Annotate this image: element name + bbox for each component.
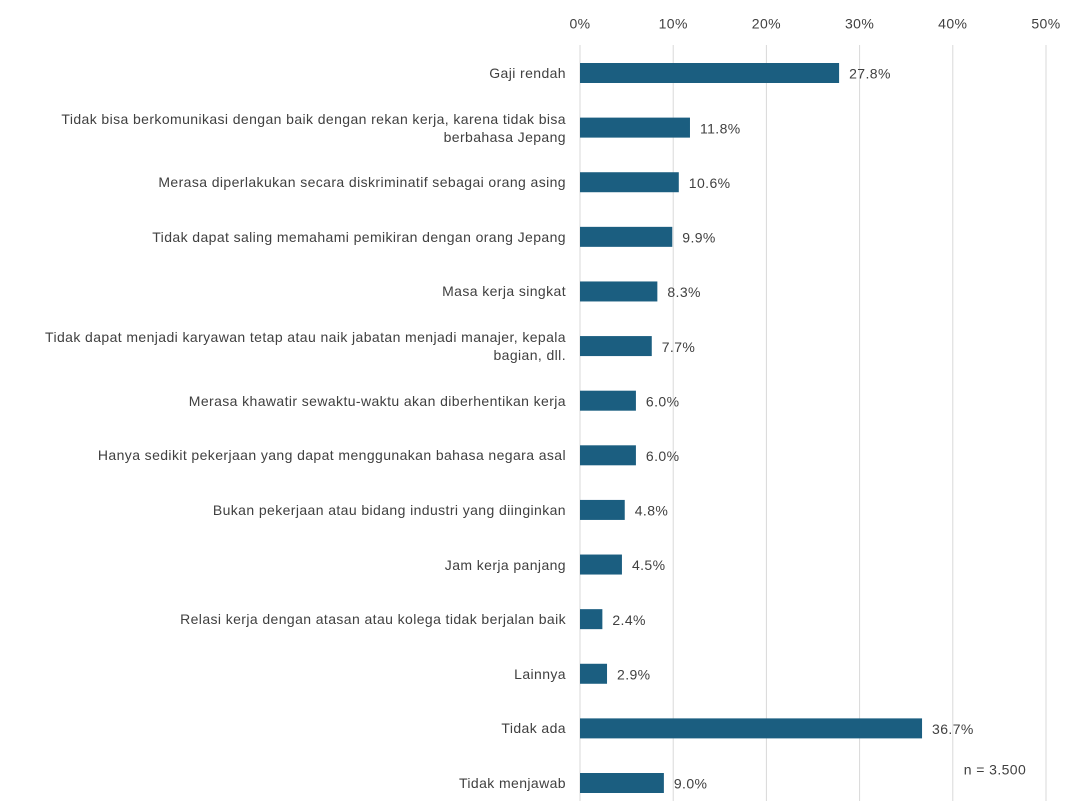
bar bbox=[580, 336, 652, 357]
value-label: 8.3% bbox=[667, 284, 701, 300]
x-tick-label: 0% bbox=[569, 16, 590, 32]
category-label: Tidak bisa berkomunikasi dengan baik den… bbox=[61, 110, 566, 145]
value-label: 6.0% bbox=[646, 448, 680, 464]
bar bbox=[580, 63, 840, 83]
bar bbox=[580, 226, 673, 247]
category-label: Lainnya bbox=[514, 665, 566, 682]
value-label: 11.8% bbox=[700, 120, 741, 136]
value-label: 36.7% bbox=[932, 721, 974, 737]
category-label: Gaji rendah bbox=[489, 65, 566, 81]
category-label: Merasa diperlakukan secara diskriminatif… bbox=[158, 174, 566, 191]
bar bbox=[580, 499, 625, 520]
bar bbox=[580, 718, 923, 739]
annotation: n = 3.500 bbox=[964, 762, 1026, 778]
bar bbox=[580, 445, 636, 466]
value-label: 10.6% bbox=[689, 175, 731, 191]
value-label: 2.9% bbox=[617, 666, 651, 682]
value-label: 7.7% bbox=[662, 339, 696, 355]
x-tick-label: 10% bbox=[659, 16, 688, 32]
category-label: Tidak dapat saling memahami pemikiran de… bbox=[152, 228, 566, 245]
bar bbox=[580, 281, 658, 302]
value-label: 9.0% bbox=[674, 776, 708, 792]
bar bbox=[580, 663, 608, 684]
bar bbox=[580, 554, 622, 575]
category-label: Tidak ada bbox=[501, 720, 566, 737]
value-label: 6.0% bbox=[646, 393, 680, 409]
category-label: Bukan pekerjaan atau bidang industri yan… bbox=[212, 501, 566, 518]
bar bbox=[580, 117, 690, 138]
x-tick-label: 40% bbox=[938, 16, 967, 32]
bar bbox=[580, 172, 679, 193]
bar bbox=[580, 773, 664, 793]
category-label: Tidak dapat menjadi karyawan tetap atau … bbox=[45, 329, 566, 364]
x-tick-label: 20% bbox=[752, 16, 781, 32]
x-tick-label: 50% bbox=[1031, 16, 1060, 32]
bar bbox=[580, 390, 636, 411]
value-label: 27.8% bbox=[849, 66, 891, 82]
category-label: Merasa khawatir sewaktu-waktu akan diber… bbox=[188, 392, 566, 409]
category-label: Masa kerja singkat bbox=[442, 283, 566, 300]
value-label: 4.8% bbox=[635, 503, 669, 519]
bar bbox=[580, 609, 603, 630]
category-label: Tidak menjawab bbox=[458, 775, 566, 791]
category-label: Relasi kerja dengan atasan atau kolega t… bbox=[180, 611, 566, 628]
value-label: 9.9% bbox=[682, 230, 716, 246]
category-label: Hanya sedikit pekerjaan yang dapat mengg… bbox=[97, 447, 566, 464]
value-label: 2.4% bbox=[612, 612, 646, 628]
x-tick-label: 30% bbox=[845, 16, 874, 32]
category-label: Jam kerja panjang bbox=[444, 556, 566, 573]
value-label: 4.5% bbox=[632, 557, 666, 573]
